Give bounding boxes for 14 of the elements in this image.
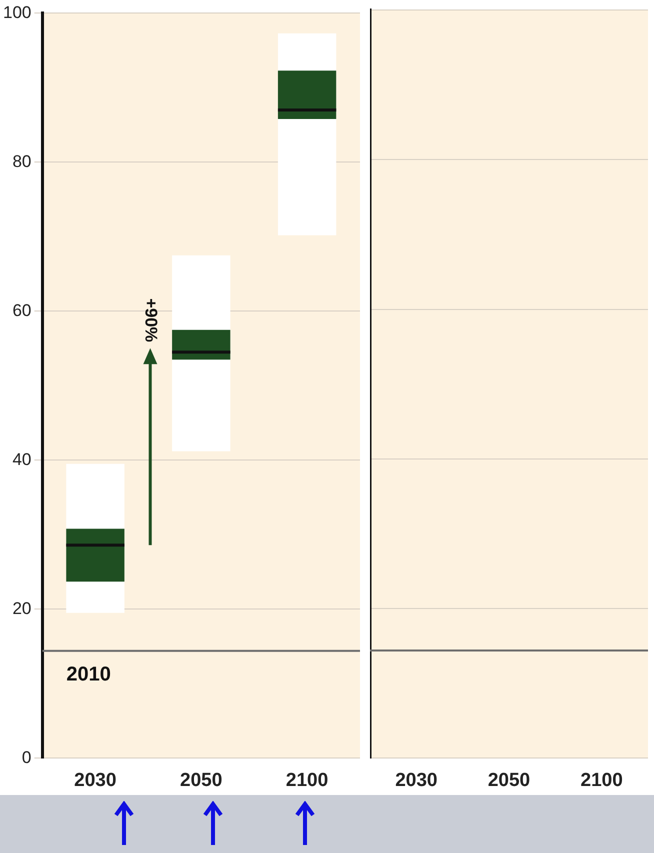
x-tick-label: 2050 (180, 770, 222, 791)
y-tick-label: 100 (2, 2, 32, 22)
y-tick-label: 40 (12, 450, 32, 469)
y-tick-label: 60 (12, 300, 32, 320)
x-tick-label: 2050 (488, 770, 530, 791)
y-tick-label: 20 (12, 598, 32, 618)
y-tick-label: 80 (12, 152, 32, 171)
x-tick-label: 2100 (580, 770, 623, 791)
x-tick-label: 2030 (74, 770, 116, 791)
x-tick-label: 2030 (395, 770, 438, 791)
y-tick-label: 0 (22, 748, 32, 767)
x-tick-label: 2100 (286, 770, 328, 791)
annotation: +90% (142, 298, 161, 342)
annotation: 2010 (66, 663, 111, 686)
